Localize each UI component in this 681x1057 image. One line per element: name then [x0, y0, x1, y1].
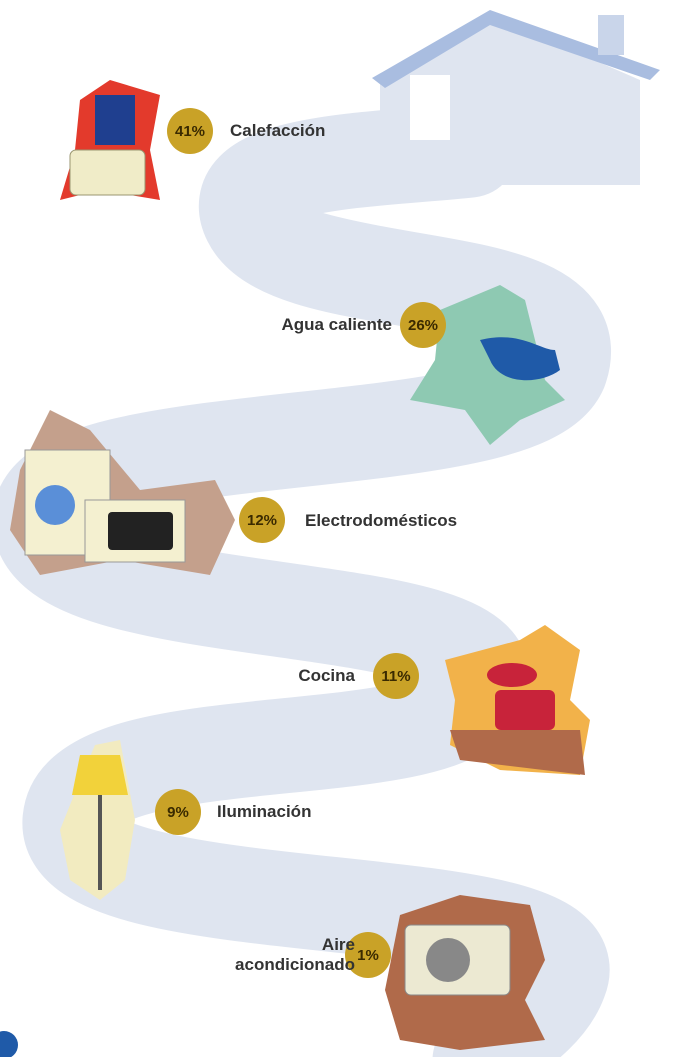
percent-badge: 41% — [167, 108, 213, 154]
percent-badge: 11% — [373, 653, 419, 699]
pot — [495, 690, 555, 730]
lampshade — [72, 755, 128, 795]
category-label: Cocina — [298, 666, 355, 686]
category-label: Iluminación — [217, 802, 311, 822]
category-label: Calefacción — [230, 121, 325, 141]
category-label: Aire acondicionado — [225, 935, 355, 975]
percent-badge: 12% — [239, 497, 285, 543]
washer-door — [35, 485, 75, 525]
category-label: Agua caliente — [281, 315, 392, 335]
chimney — [598, 15, 624, 55]
infographic: 41% Calefacción 26% Agua caliente 12% El… — [0, 0, 681, 1057]
lid — [487, 663, 537, 687]
radiator — [70, 150, 145, 195]
ac-fan — [426, 938, 470, 982]
microwave-door — [108, 512, 173, 550]
percent-badge: 9% — [155, 789, 201, 835]
heating-window — [95, 95, 135, 145]
corner-dot — [0, 1031, 18, 1057]
category-label: Electrodomésticos — [305, 511, 457, 531]
window — [410, 75, 450, 140]
percent-badge: 26% — [400, 302, 446, 348]
